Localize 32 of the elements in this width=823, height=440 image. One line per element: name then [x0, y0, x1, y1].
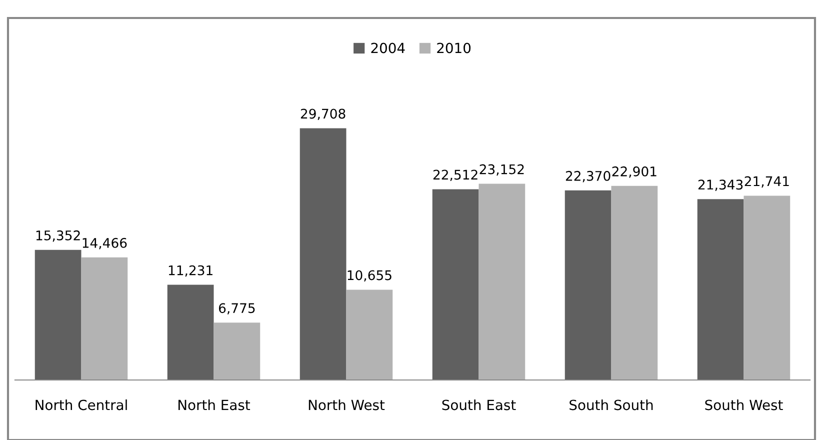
bar: [81, 257, 128, 380]
bar: [167, 284, 214, 380]
legend-label: 2004: [371, 42, 405, 54]
x-tick-label: North East: [178, 399, 250, 410]
bar: [611, 186, 658, 380]
x-tick-label: South West: [705, 399, 783, 410]
data-label: 6,775: [218, 303, 255, 314]
bar: [744, 196, 790, 380]
data-label: 22,370: [566, 170, 610, 182]
data-label: 14,466: [82, 238, 127, 250]
data-label: 29,708: [300, 108, 346, 120]
x-tick-label: North West: [308, 399, 385, 410]
data-label: 22,901: [612, 166, 656, 178]
bar: [432, 189, 479, 380]
legend-label: 2010: [437, 42, 471, 54]
data-label: 21,343: [698, 180, 743, 191]
bar: [564, 190, 612, 380]
x-tick-label: South South: [570, 399, 653, 410]
data-label: 15,352: [36, 230, 80, 242]
bar: [300, 128, 346, 380]
data-label: 23,152: [480, 164, 524, 176]
bar: [697, 199, 744, 380]
x-tick-label: South East: [442, 399, 516, 410]
bar: [34, 250, 82, 380]
data-label: 21,741: [744, 176, 789, 188]
bar: [478, 184, 526, 380]
data-label: 22,512: [433, 170, 478, 182]
data-label: 11,231: [168, 265, 212, 277]
data-label: 10,655: [348, 270, 392, 282]
x-tick-label: North Central: [36, 399, 127, 410]
bar: [214, 322, 260, 380]
bar: [346, 290, 393, 380]
